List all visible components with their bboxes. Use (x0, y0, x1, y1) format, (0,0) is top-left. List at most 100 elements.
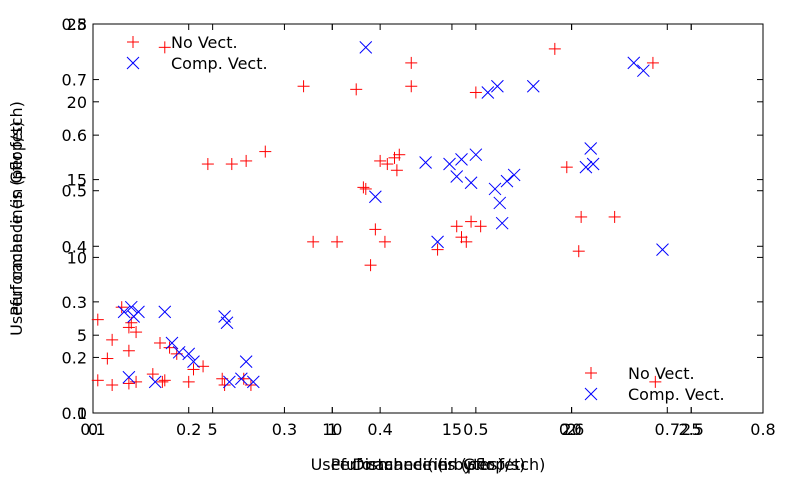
point-no-vect (548, 42, 561, 55)
point-no-vect (163, 341, 176, 354)
point-no-vect (106, 378, 119, 391)
point-comp-vect-stroke-b (223, 375, 236, 389)
x-tick-label: 0.5 (463, 420, 488, 439)
point-no-vect (91, 313, 104, 326)
point-no-vect (431, 243, 444, 256)
y-tick-label: 0 (77, 404, 87, 423)
x-axis-title: Useful cache lines (per fetch) (311, 455, 546, 474)
point-no-vect (560, 161, 573, 174)
point-no-vect (182, 375, 195, 388)
point-no-vect (201, 158, 214, 171)
point-no-vect (156, 375, 169, 388)
y-axis-title: Useful cache lines (per fetch) (7, 101, 26, 336)
point-comp-vect-stroke-b (586, 157, 600, 171)
x-tick-label: 1 (327, 420, 337, 439)
point-no-vect (405, 56, 418, 69)
axis-tick-labels: 0 5 10 15 20 25 0 5 10 15 20 25 0.1 0.2 0.3 0.4 0.5 0.6 0.… (62, 15, 776, 439)
point-comp-vect-stroke-b (579, 160, 593, 174)
x-tick-label: 0.4 (367, 420, 392, 439)
point-no-vect (197, 360, 210, 373)
point-no-vect (130, 375, 143, 388)
point-no-vect (460, 235, 473, 248)
point-comp-vect-stroke-b (656, 243, 669, 256)
point-no-vect (465, 215, 478, 228)
point-comp-vect (246, 375, 260, 389)
point-no-vect (122, 321, 135, 334)
point-comp-vect-stroke-b (493, 196, 507, 210)
x-tick-label: 25 (681, 420, 701, 439)
point-comp-vect-stroke-b (637, 64, 650, 78)
point-no-vect (244, 378, 257, 391)
point-comp-vect (584, 142, 598, 155)
point-comp-vect (148, 375, 162, 389)
point-no-vect (469, 86, 482, 99)
point-comp-vect-stroke-b (464, 176, 478, 190)
point-no-vect (378, 235, 391, 248)
x-tick-label: 0.3 (272, 420, 297, 439)
point-no-vect (359, 182, 372, 195)
point-comp-vect-stroke-b (148, 375, 162, 389)
point-comp-vect-stroke-b (450, 170, 464, 183)
axis-titles: Useful cache lines (per fetch)Performanc… (7, 101, 545, 474)
y-tick-label: 0.7 (62, 71, 87, 90)
x-tick-label: 2 (566, 420, 576, 439)
point-no-vect (405, 80, 418, 93)
point-comp-vect (369, 190, 382, 204)
point-comp-vect (187, 355, 200, 369)
point-no-vect (297, 80, 310, 93)
point-comp-vect-stroke-b (469, 148, 483, 162)
y-tick-label: 0.2 (62, 348, 87, 367)
point-comp-vect-stroke-b (124, 300, 138, 314)
point-no-vect (649, 375, 662, 388)
point-comp-vect (491, 79, 504, 93)
point-no-vect (259, 145, 272, 158)
point-comp-vect-stroke-b (246, 375, 260, 389)
point-no-vect (364, 259, 377, 272)
point-no-vect (390, 164, 403, 177)
point-no-vect (307, 235, 320, 248)
point-comp-vect (488, 182, 502, 196)
point-comp-vect-stroke-b (369, 190, 382, 204)
point-comp-vect (132, 305, 145, 319)
point-comp-vect-stroke-b (491, 79, 504, 93)
point-comp-vect (507, 168, 521, 182)
point-comp-vect-stroke-b (627, 56, 641, 70)
x-axis-title: Performance (in Gflop/s) (331, 455, 526, 474)
point-no-vect (608, 210, 621, 223)
legend-marker (127, 36, 139, 48)
y-tick-label: 0.1 (62, 404, 87, 423)
legend-label: Comp. Vect. (628, 385, 725, 404)
point-comp-vect-stroke-b (495, 216, 509, 230)
point-comp-vect (158, 305, 172, 319)
point-no-vect (381, 158, 394, 171)
point-no-vect (158, 41, 171, 54)
point-no-vect (115, 301, 128, 314)
point-comp-vect (469, 148, 483, 162)
legend-marker (584, 387, 598, 401)
point-no-vect (393, 148, 406, 161)
y-tick-label: 10 (67, 248, 87, 267)
point-comp-vect (637, 64, 650, 78)
point-comp-vect-stroke-b (182, 347, 196, 361)
point-no-vect (388, 151, 401, 164)
x-tick-label: 0.2 (176, 420, 201, 439)
x-axis-title: Distance (in bytes) (352, 455, 503, 474)
point-no-vect (154, 336, 166, 349)
point-no-vect (240, 154, 253, 167)
point-comp-vect (586, 157, 600, 171)
point-comp-vect-stroke-b (218, 310, 231, 323)
point-no-vect (187, 363, 200, 376)
point-no-vect (331, 235, 344, 248)
point-no-vect (450, 220, 463, 233)
y-tick-label: 0.5 (62, 182, 87, 201)
point-comp-vect (239, 355, 253, 369)
point-comp-vect-stroke-b (235, 372, 248, 386)
legend-marker-stroke-b (126, 56, 140, 70)
point-no-vect (572, 245, 585, 258)
point-comp-vect (627, 56, 641, 70)
point-no-vect (575, 210, 588, 223)
legend-label: No Vect. (628, 364, 695, 383)
y-tick-label: 0.4 (62, 237, 87, 256)
point-comp-vect (495, 216, 509, 230)
